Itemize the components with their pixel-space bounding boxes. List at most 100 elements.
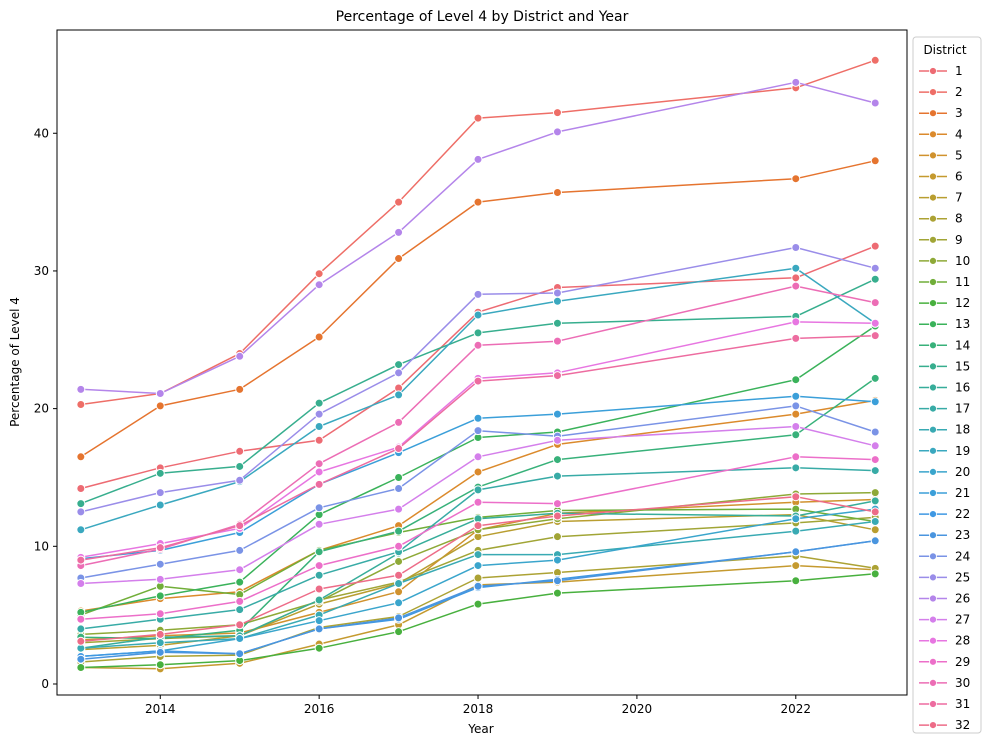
legend-marker (929, 721, 937, 729)
data-point (235, 475, 245, 485)
data-point (791, 422, 801, 432)
legend-marker (929, 256, 937, 265)
data-point (473, 113, 483, 123)
legend-marker (929, 67, 937, 75)
data-point (552, 187, 562, 197)
data-point (791, 401, 801, 411)
legend-label: 13 (955, 317, 970, 331)
data-point (394, 541, 404, 551)
x-tick-label: 2014 (145, 702, 176, 716)
legend-marker (929, 214, 937, 223)
data-point (314, 624, 324, 634)
data-point (235, 384, 245, 394)
data-point (155, 574, 165, 584)
data-point (791, 430, 801, 440)
data-point (314, 435, 324, 445)
data-point (473, 561, 483, 571)
data-point (76, 614, 86, 624)
data-point (870, 525, 880, 535)
legend-label: 11 (955, 275, 970, 289)
data-point (552, 511, 562, 521)
legend-marker (929, 446, 937, 455)
data-point (235, 545, 245, 555)
data-point (791, 77, 801, 87)
data-point (76, 384, 86, 394)
series-26 (76, 77, 880, 398)
data-point (394, 444, 404, 454)
legend-marker (929, 341, 937, 350)
data-point (791, 263, 801, 273)
data-point (314, 467, 324, 477)
data-point (473, 376, 483, 386)
data-point (394, 227, 404, 237)
data-point (473, 467, 483, 477)
data-point (394, 483, 404, 493)
data-point (314, 519, 324, 529)
data-point (394, 197, 404, 207)
data-point (394, 578, 404, 588)
legend-label: 27 (955, 613, 970, 627)
data-point (76, 452, 86, 462)
legend-marker (929, 172, 937, 181)
data-point (473, 550, 483, 560)
data-point (76, 662, 86, 672)
data-point (314, 547, 324, 557)
legend-frame (912, 36, 982, 734)
data-point (314, 595, 324, 605)
legend-label: 2 (955, 85, 963, 99)
data-point (791, 174, 801, 184)
legend-marker (929, 679, 937, 687)
legend-label: 8 (955, 212, 963, 226)
plot-area (76, 55, 880, 674)
legend-label: 5 (955, 148, 963, 162)
data-point (155, 591, 165, 601)
data-point (870, 517, 880, 527)
legend-marker (929, 615, 937, 624)
data-point (235, 577, 245, 587)
legend-label: 14 (955, 338, 970, 352)
data-point (870, 496, 880, 506)
data-point (394, 556, 404, 566)
data-point (791, 375, 801, 385)
data-point (155, 388, 165, 398)
data-point (155, 609, 165, 619)
y-tick-label: 10 (34, 539, 49, 553)
y-tick-label: 30 (34, 264, 49, 278)
data-point (473, 310, 483, 320)
data-point (552, 555, 562, 565)
data-point (473, 599, 483, 609)
data-point (314, 616, 324, 626)
data-point (76, 499, 86, 509)
data-point (394, 472, 404, 482)
data-point (870, 536, 880, 546)
data-point (314, 422, 324, 432)
legend-label: 1 (955, 64, 963, 78)
data-point (394, 570, 404, 580)
data-point (235, 521, 245, 531)
data-point (791, 514, 801, 524)
legend-label: 16 (955, 381, 970, 395)
series-15 (76, 274, 880, 509)
data-point (552, 371, 562, 381)
data-point (791, 547, 801, 557)
data-point (552, 576, 562, 586)
data-point (76, 483, 86, 493)
legend-marker (929, 235, 937, 244)
legend-label: 4 (955, 127, 963, 141)
data-point (314, 503, 324, 513)
data-point (394, 587, 404, 597)
data-point (235, 634, 245, 644)
data-point (76, 636, 86, 646)
legend-label: 24 (955, 549, 970, 563)
x-tick-label: 2018 (463, 702, 494, 716)
data-point (870, 318, 880, 328)
data-point (870, 507, 880, 517)
data-point (870, 397, 880, 407)
legend-label: 30 (955, 676, 970, 690)
series-2 (76, 55, 880, 409)
data-point (791, 526, 801, 536)
data-point (552, 409, 562, 419)
data-point (314, 459, 324, 469)
data-point (235, 649, 245, 659)
